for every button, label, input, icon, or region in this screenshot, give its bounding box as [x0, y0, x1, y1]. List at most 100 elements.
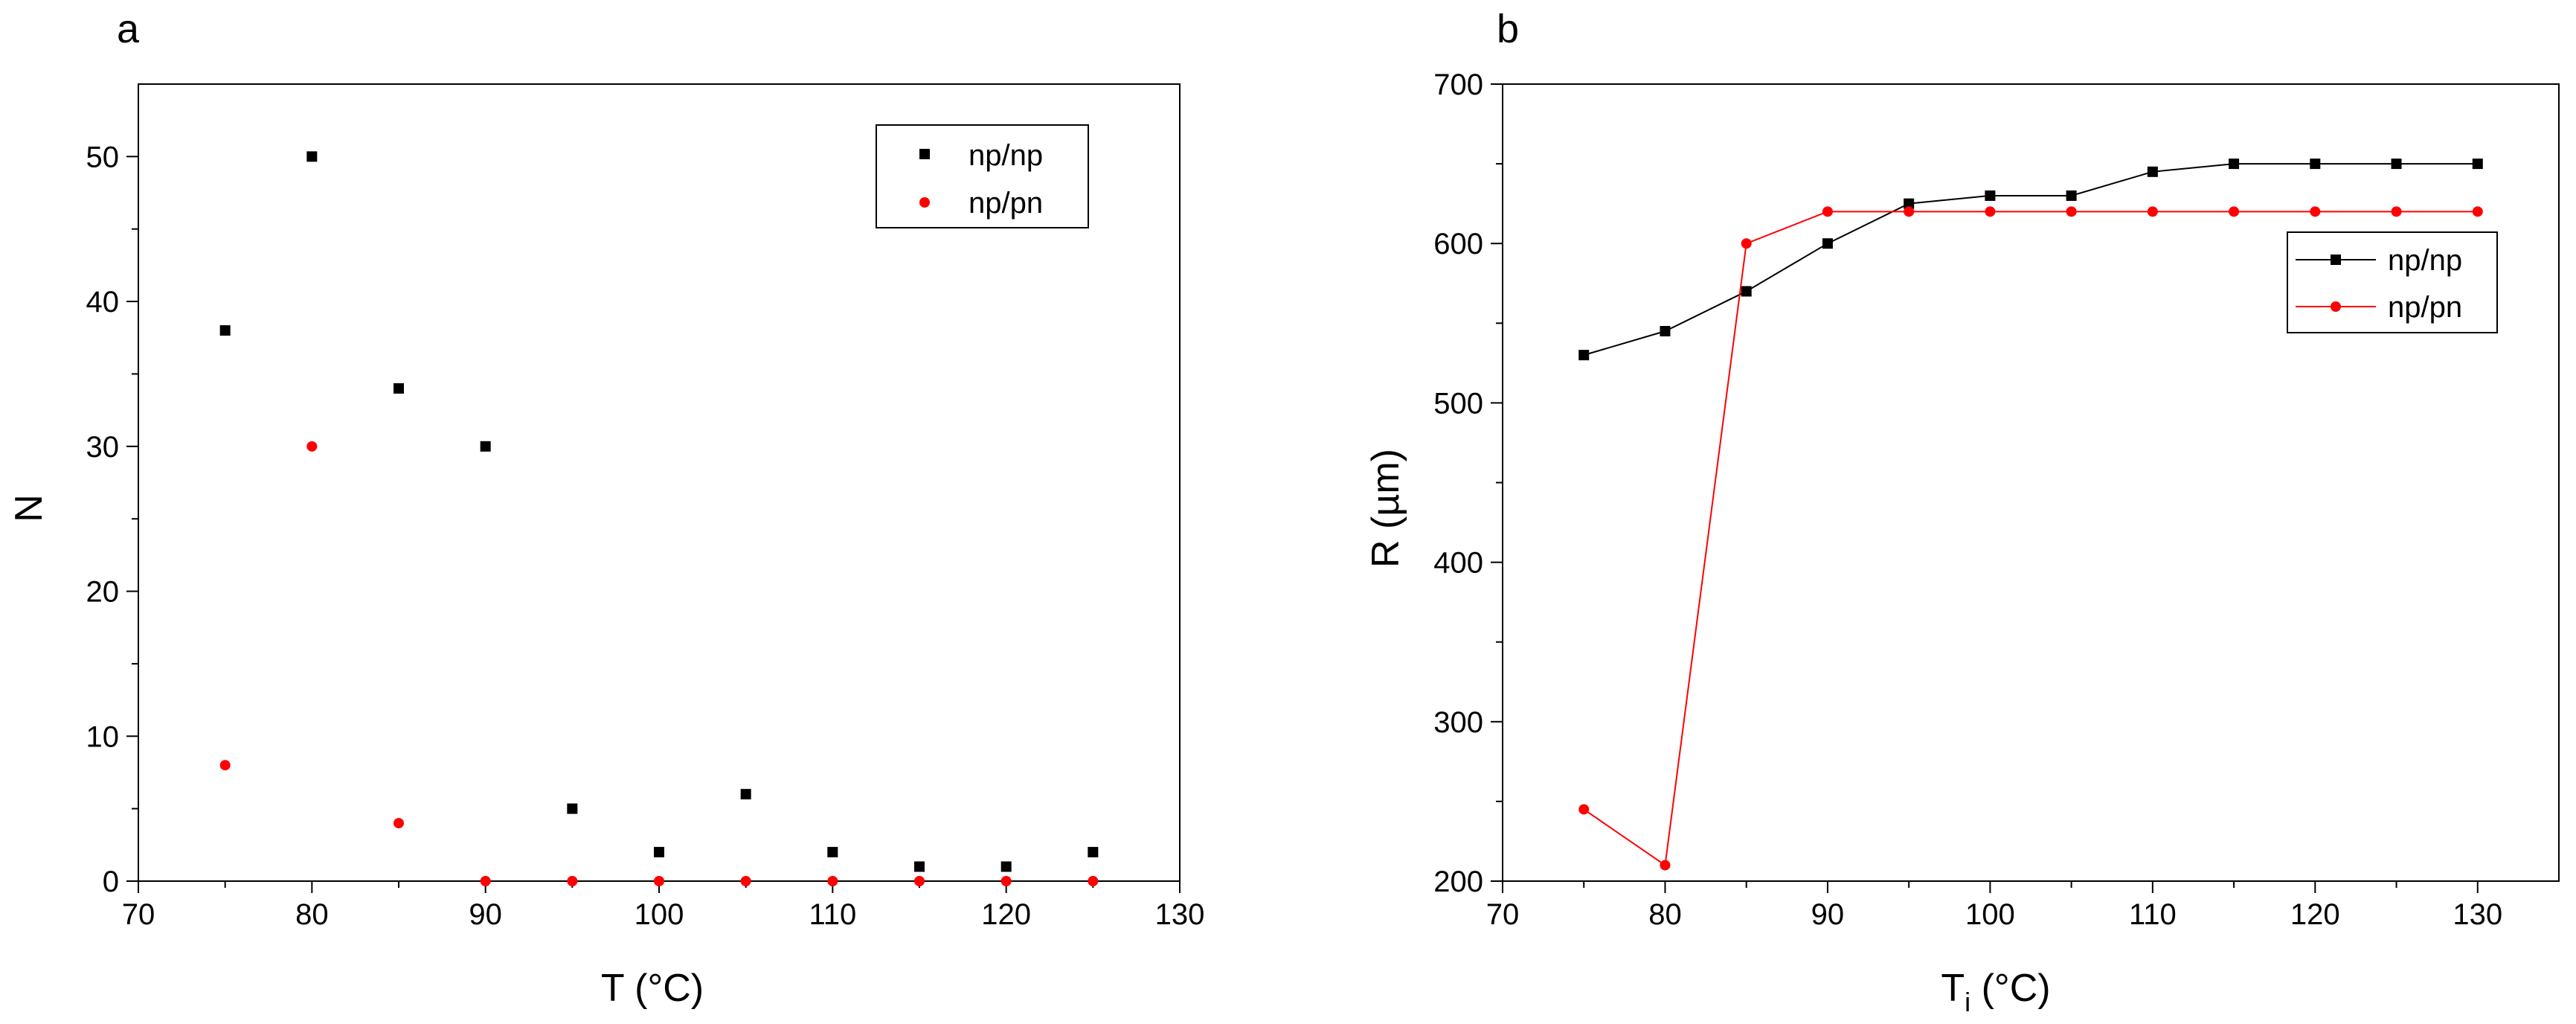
panel-b-x-tick-label: 120	[2290, 898, 2340, 931]
panel-a-series-np-np-point	[654, 847, 664, 858]
panel-b-series-np-pn-point	[1822, 206, 1833, 217]
panel-a-series-np-pn-point	[219, 760, 231, 771]
panel-a-series-np-pn-point	[740, 876, 751, 886]
panel-a-x-tick-label: 110	[809, 898, 856, 931]
panel-a-plot-area: 70 80 90 100 110 120 130 0 10 20 30 40 50	[86, 83, 1205, 931]
panel-b-series-np-np-point	[1741, 286, 1752, 297]
panel-a-y-tick-label: 10	[86, 720, 120, 753]
panel-a-series-np-pn-point	[480, 876, 491, 886]
panel-a-y-tick-label: 20	[86, 576, 120, 609]
panel-a-series-np-np-point	[740, 789, 751, 800]
panel-b-x-axis-title-unit: (°C)	[1970, 967, 2050, 1010]
panel-a-series-np-np-point	[480, 441, 491, 452]
panel-b-series-np-np-point	[2147, 166, 2158, 177]
panel-a-series-np-pn-point	[1088, 876, 1099, 886]
panel-b-y-axis-title: R (µm)	[1364, 449, 1407, 568]
panel-b-series-np-pn-point	[2229, 206, 2240, 217]
panel-a-series-np-pn-point	[827, 876, 838, 886]
panel-b-series-np-pn-point	[2472, 206, 2483, 217]
panel-b-series-np-np-point	[2229, 159, 2240, 170]
panel-b-series-np-pn-point	[1660, 860, 1671, 871]
panel-b-series-np-pn-point	[1578, 804, 1590, 815]
panel-a-y-tick-label: 0	[103, 865, 119, 898]
panel-b-series-np-pn-point	[1741, 238, 1752, 249]
panel-a-letter: a	[117, 7, 140, 51]
panel-a-series-np-pn-point	[914, 876, 925, 886]
panel-a-legend-label-np-pn: np/pn	[969, 187, 1043, 220]
panel-b-series-np-pn-line	[1583, 211, 2478, 867]
panel-a-x-tick-label: 90	[469, 898, 502, 931]
panel-b-series-np-pn-point	[2391, 206, 2402, 217]
panel-a-series-np-np-point	[567, 803, 578, 814]
panel-a-series-np-pn-point	[1000, 876, 1012, 886]
panel-a-series-np-np-point	[1088, 847, 1099, 858]
panel-b-x-axis-title-subscript: i	[1965, 987, 1970, 1017]
panel-a-series-np-pn-point	[394, 818, 404, 829]
panel-a-series-np-pn-point	[654, 876, 664, 886]
panel-b-x-tick-label: 130	[2453, 898, 2502, 931]
panel-b-series-np-np-point	[1904, 198, 1915, 209]
panel-b-series-np-np-point	[2472, 159, 2483, 170]
panel-a-series-np-pn-point	[567, 876, 578, 886]
panel-b-legend: np/np np/pn	[2287, 231, 2498, 333]
panel-a-legend-marker-np-pn	[919, 197, 930, 208]
panel-b-y-tick-label: 700	[1433, 68, 1483, 101]
panel-b-x-axis-title-main: T	[1941, 967, 1965, 1010]
panel-b-legend-marker-np-np	[2331, 255, 2341, 265]
panel-b-x-tick-label: 90	[1811, 898, 1845, 931]
panel-a-series-np-np-point	[1000, 861, 1012, 872]
panel-b-series-np-np-line	[1583, 163, 2478, 356]
panel-b-series-np-np-point	[2066, 190, 2077, 201]
panel-a-legend-box	[876, 124, 1089, 228]
panel-a-x-tick-label: 80	[295, 898, 329, 931]
panel-b-series-np-np-point	[1578, 350, 1590, 361]
panel-a-x-tick-label: 120	[981, 898, 1031, 931]
panel-b-series-np-np-point	[1822, 238, 1833, 249]
panel-a-y-tick-label: 30	[86, 431, 120, 464]
panel-a-legend: np/np np/pn	[876, 124, 1089, 228]
panel-b-legend-box	[2287, 231, 2498, 333]
panel-a-series-np-np-point	[219, 325, 231, 336]
panel-a-y-axis-title: N	[7, 494, 51, 522]
panel-a-x-tick-label: 70	[122, 898, 155, 931]
panel-a-series-np-np-point	[827, 847, 838, 858]
panel-b-x-tick-label: 70	[1486, 898, 1520, 931]
panel-b-y-tick-label: 400	[1433, 547, 1483, 580]
panel-b-legend-marker-np-pn	[2331, 301, 2341, 312]
panel-a-legend-marker-np-np	[919, 149, 930, 159]
panel-a-y-tick-label: 40	[86, 286, 120, 319]
panel-b-plot-area: 70 80 90 100 110 120 130 200 300 400 500 600 700	[1433, 68, 2560, 931]
panel-b-y-tick-label: 200	[1433, 865, 1483, 898]
panel-a-x-tick-label: 100	[635, 898, 684, 931]
panel-b-series-np-pn-point	[2310, 206, 2321, 217]
panel-b-series-np-np-point	[1985, 190, 1996, 201]
panel-b-legend-label-np-pn: np/pn	[2388, 291, 2462, 324]
panel-b-series-np-pn-point	[1985, 206, 1996, 217]
panel-a-series-np-np-point	[914, 861, 925, 872]
panel-b-series-np-pn-point	[2147, 206, 2158, 217]
panel-b-x-tick-label: 100	[1965, 898, 2015, 931]
panel-b-series-np-pn-point	[2066, 206, 2077, 217]
panel-a-series-np-np-point	[394, 383, 404, 394]
panel-b-y-tick-label: 500	[1433, 387, 1483, 420]
panel-b-series-np-np-point	[2310, 159, 2321, 170]
panel-a-series-np-np-point	[306, 151, 318, 162]
panel-b-y-tick-label: 300	[1433, 706, 1483, 739]
panel-a-x-axis-title: T (°C)	[601, 967, 704, 1010]
panel-a-chart: a 70 80 90 100 110 120 130 0 10 20 30 40 50 T (°C) N…	[7, 7, 1204, 1010]
panel-b-legend-label-np-np: np/np	[2388, 244, 2462, 277]
panel-a-series-np-pn-point	[306, 441, 318, 452]
panel-b-x-tick-label: 80	[1648, 898, 1682, 931]
panel-b-series-np-pn-point	[1904, 206, 1915, 217]
panel-b-series-np-np-point	[2391, 159, 2402, 170]
panel-a-legend-label-np-np: np/np	[969, 139, 1043, 172]
panel-a-y-tick-label: 50	[86, 141, 120, 173]
panel-a-x-tick-label: 130	[1155, 898, 1205, 931]
panel-b-letter: b	[1497, 7, 1519, 51]
panel-b-series-np-np-point	[1660, 326, 1671, 337]
panel-b-x-tick-label: 110	[2129, 898, 2177, 931]
panel-b-y-tick-label: 600	[1433, 228, 1483, 260]
panel-b-plot-frame	[1502, 83, 2560, 882]
panel-b-chart: b 70 80 90 100 110 120 130 200 300 400 500 600 700 T…	[1364, 7, 2560, 1017]
